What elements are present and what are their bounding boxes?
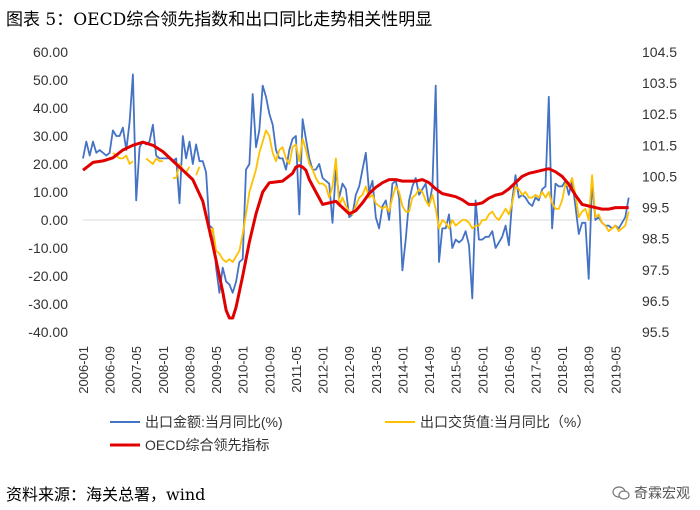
- x-tick-label: 2008-09: [182, 346, 197, 394]
- x-tick-label: 2009-05: [209, 346, 224, 394]
- legend-item-oecd[interactable]: OECD综合领先指标: [110, 437, 269, 453]
- x-tick-label: 2006-09: [103, 346, 118, 394]
- x-tick-label: 2007-05: [129, 346, 144, 394]
- legend-item-export-value[interactable]: 出口金额:当月同比(%): [110, 414, 283, 430]
- series-line-delivery-value: [208, 129, 630, 263]
- wechat-icon: [612, 486, 630, 500]
- x-tick-label: 2019-05: [608, 346, 623, 394]
- left-tick-label: 30.00: [33, 128, 68, 144]
- chart-title: 图表 5：OECD综合领先指数和出口同比走势相关性明显: [6, 10, 433, 30]
- legend-label-delivery-value: 出口交货值:当月同比（%）: [420, 414, 590, 430]
- left-tick-label: 40.00: [33, 100, 68, 116]
- right-tick-label: 99.5: [642, 200, 669, 216]
- x-tick-label: 2012-09: [342, 346, 357, 394]
- left-tick-label: -30.00: [28, 296, 68, 312]
- right-axis: 104.5 103.5 102.5 101.5 100.5 99.5 98.5 97.5 96.…: [642, 44, 677, 340]
- x-tick-label: 2010-01: [236, 346, 251, 394]
- x-tick-label: 2018-01: [555, 346, 570, 394]
- series-line-export-value: [82, 73, 630, 300]
- left-tick-label: 60.00: [33, 44, 68, 60]
- x-tick-label: 2018-09: [582, 346, 597, 394]
- left-tick-label: -40.00: [28, 324, 68, 340]
- left-tick-label: 50.00: [33, 72, 68, 88]
- series-line-delivery-value: [195, 166, 201, 176]
- left-tick-label: 0.00: [41, 212, 68, 228]
- left-tick-label: -20.00: [28, 268, 68, 284]
- right-tick-label: 97.5: [642, 262, 669, 278]
- right-tick-label: 103.5: [642, 75, 677, 91]
- x-tick-label: 2012-01: [316, 346, 331, 394]
- x-tick-label: 2013-05: [369, 346, 384, 394]
- source-note: 资料来源：海关总署，wind: [6, 485, 206, 504]
- watermark: 奇霖宏观: [612, 483, 690, 503]
- legend-item-delivery-value[interactable]: 出口交货值:当月同比（%）: [385, 414, 590, 430]
- watermark-text: 奇霖宏观: [634, 485, 690, 501]
- right-tick-label: 104.5: [642, 44, 677, 60]
- x-tick-label: 2010-09: [262, 346, 277, 394]
- x-tick-label: 2014-01: [395, 346, 410, 394]
- x-tick-label: 2016-01: [475, 346, 490, 394]
- x-tick-label: 2011-05: [289, 346, 304, 393]
- right-tick-label: 98.5: [642, 231, 669, 247]
- legend-label-export-value: 出口金额:当月同比(%): [145, 414, 283, 430]
- x-axis: 2006-01 2006-09 2007-05 2008-01 2008-09 2009-…: [76, 346, 623, 394]
- x-tick-label: 2008-01: [156, 346, 171, 394]
- left-axis: 60.00 50.00 40.00 30.00 20.00 10.00 0.00 -10.00…: [28, 44, 68, 340]
- series-line-delivery-value: [145, 157, 163, 165]
- legend-label-oecd: OECD综合领先指标: [145, 437, 269, 453]
- x-tick-label: 2015-05: [449, 346, 464, 394]
- x-tick-label: 2006-01: [76, 346, 91, 394]
- series-layer: [82, 73, 630, 320]
- left-tick-label: -10.00: [28, 240, 68, 256]
- left-tick-label: 10.00: [33, 184, 68, 200]
- right-tick-label: 101.5: [642, 137, 677, 153]
- right-tick-label: 95.5: [642, 324, 669, 340]
- right-tick-label: 102.5: [642, 106, 677, 122]
- x-tick-label: 2017-05: [529, 346, 544, 394]
- right-tick-label: 96.5: [642, 293, 669, 309]
- legend: 出口金额:当月同比(%) 出口交货值:当月同比（%） OECD综合领先指标: [110, 414, 590, 453]
- series-line-oecd: [82, 140, 629, 320]
- left-tick-label: 20.00: [33, 156, 68, 172]
- line-chart: 60.00 50.00 40.00 30.00 20.00 10.00 0.00 -10.00…: [28, 44, 677, 453]
- x-tick-label: 2014-09: [422, 346, 437, 394]
- x-tick-label: 2016-09: [502, 346, 517, 394]
- right-tick-label: 100.5: [642, 168, 677, 184]
